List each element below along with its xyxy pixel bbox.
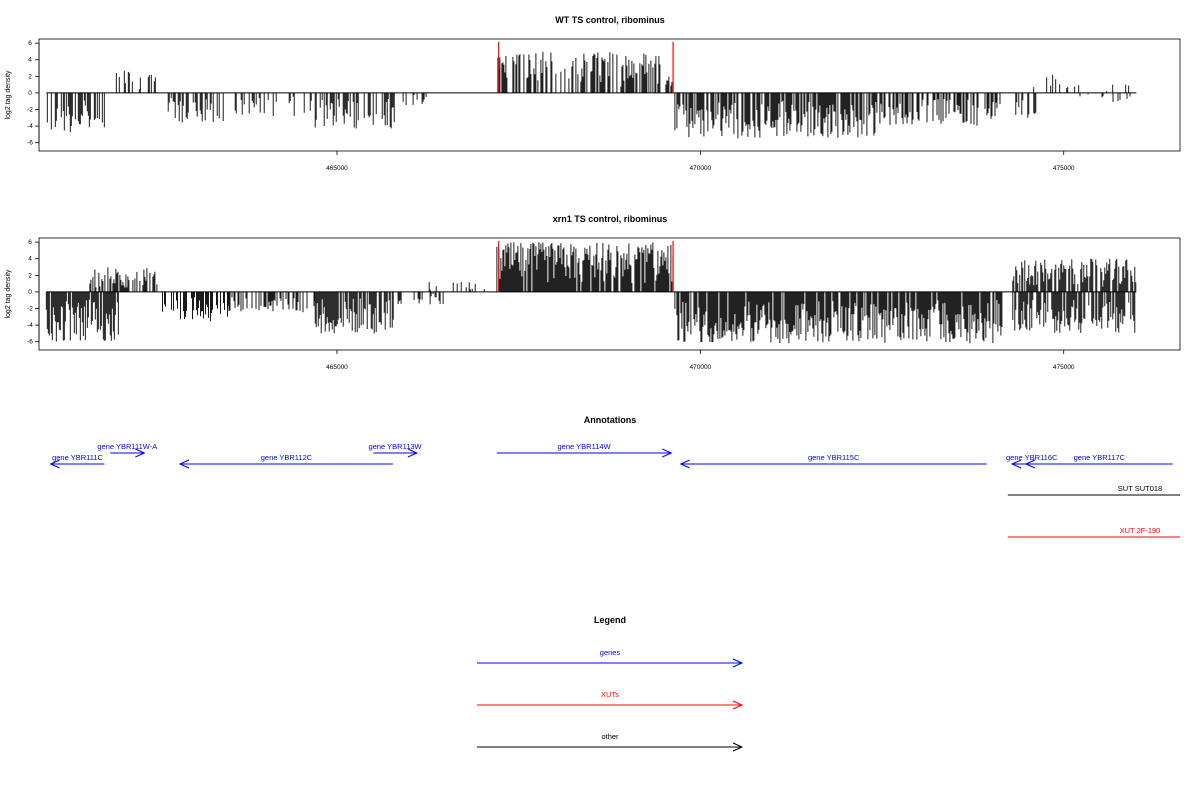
feature-arrowhead bbox=[1010, 459, 1022, 469]
y-tick-label: 0 bbox=[28, 289, 32, 296]
y-tick-label: 4 bbox=[28, 57, 32, 64]
wt-boundary-markers bbox=[498, 42, 674, 93]
x-tick-label: 470000 bbox=[689, 165, 711, 172]
feature-arrowhead bbox=[178, 459, 190, 469]
feature-arrowhead bbox=[49, 459, 60, 469]
legend-label: XUTs bbox=[601, 690, 619, 699]
legend-title: Legend bbox=[594, 615, 626, 625]
xrn1-boundary-markers bbox=[498, 241, 674, 292]
y-tick-label: 6 bbox=[28, 40, 32, 47]
xrn1-y-axis-label: log2 tag density bbox=[5, 269, 12, 319]
feature-label: gene YBR115C bbox=[808, 453, 860, 462]
y-tick-label: -4 bbox=[27, 322, 33, 329]
feature-label: gene YBR111W-A bbox=[97, 442, 157, 451]
y-tick-label: 0 bbox=[28, 90, 32, 97]
feature-label: gene YBR116C bbox=[1006, 453, 1058, 462]
legend-arrowhead bbox=[732, 742, 744, 752]
y-tick-label: -6 bbox=[27, 339, 33, 346]
feature-arrowhead bbox=[407, 448, 419, 458]
legend-label: other bbox=[601, 732, 619, 741]
legend-items: genes XUTs other bbox=[477, 648, 744, 752]
y-tick-label: 4 bbox=[28, 256, 32, 263]
y-tick-label: 2 bbox=[28, 73, 32, 80]
feature-label: gene YBR114W bbox=[558, 442, 612, 451]
x-tick-label: 470000 bbox=[689, 364, 711, 371]
legend-arrowhead bbox=[732, 658, 744, 668]
feature-label: gene YBR111C bbox=[52, 453, 103, 462]
legend-arrowhead bbox=[732, 700, 744, 710]
feature-label: gene YBR112C bbox=[261, 453, 313, 462]
feature-arrowhead bbox=[679, 459, 690, 469]
legend-label: genes bbox=[600, 648, 621, 657]
y-tick-label: -2 bbox=[27, 306, 33, 313]
x-tick-label: 465000 bbox=[326, 165, 348, 172]
feature-label: gene YBR113W bbox=[369, 442, 423, 451]
x-tick-label: 475000 bbox=[1053, 364, 1075, 371]
feature-label: SUT SUT018 bbox=[1118, 484, 1162, 493]
xrn1-x-axis: 465000 470000 475000 bbox=[326, 350, 1075, 371]
annotation-features: gene YBR111C gene YBR111W-A gene YBR112C ge… bbox=[49, 442, 1180, 538]
xrn1-density-panel: xrn1 TS control, ribominus log2 tag dens… bbox=[5, 214, 1181, 371]
wt-density-panel: WT TS control, ribominus log2 tag densit… bbox=[5, 15, 1181, 172]
xrn1-density-bars bbox=[45, 242, 1137, 344]
wt-x-axis: 465000 470000 475000 bbox=[326, 151, 1075, 172]
x-tick-label: 475000 bbox=[1053, 165, 1075, 172]
wt-y-axis: 6 4 2 0 -2 -4 -6 bbox=[27, 40, 40, 147]
xrn1-y-axis: 6 4 2 0 -2 -4 -6 bbox=[27, 239, 40, 346]
feature-arrowhead bbox=[135, 448, 146, 458]
wt-panel-title: WT TS control, ribominus bbox=[555, 15, 665, 25]
feature-label: gene YBR117C bbox=[1074, 453, 1126, 462]
feature-label: XUT 2F-190 bbox=[1120, 526, 1161, 535]
x-tick-label: 465000 bbox=[326, 364, 348, 371]
feature-arrowhead bbox=[662, 448, 673, 458]
xrn1-panel-title: xrn1 TS control, ribominus bbox=[553, 214, 668, 224]
annotations-title: Annotations bbox=[584, 415, 637, 425]
legend: Legend genes XUTs other bbox=[477, 615, 744, 752]
feature-arrowhead bbox=[1024, 459, 1036, 469]
y-tick-label: -2 bbox=[27, 107, 33, 114]
wt-y-axis-label: log2 tag density bbox=[5, 70, 12, 120]
wt-density-bars bbox=[46, 51, 1131, 139]
y-tick-label: -4 bbox=[27, 123, 33, 130]
y-tick-label: -6 bbox=[27, 140, 33, 147]
y-tick-label: 2 bbox=[28, 272, 32, 279]
y-tick-label: 6 bbox=[28, 239, 32, 246]
